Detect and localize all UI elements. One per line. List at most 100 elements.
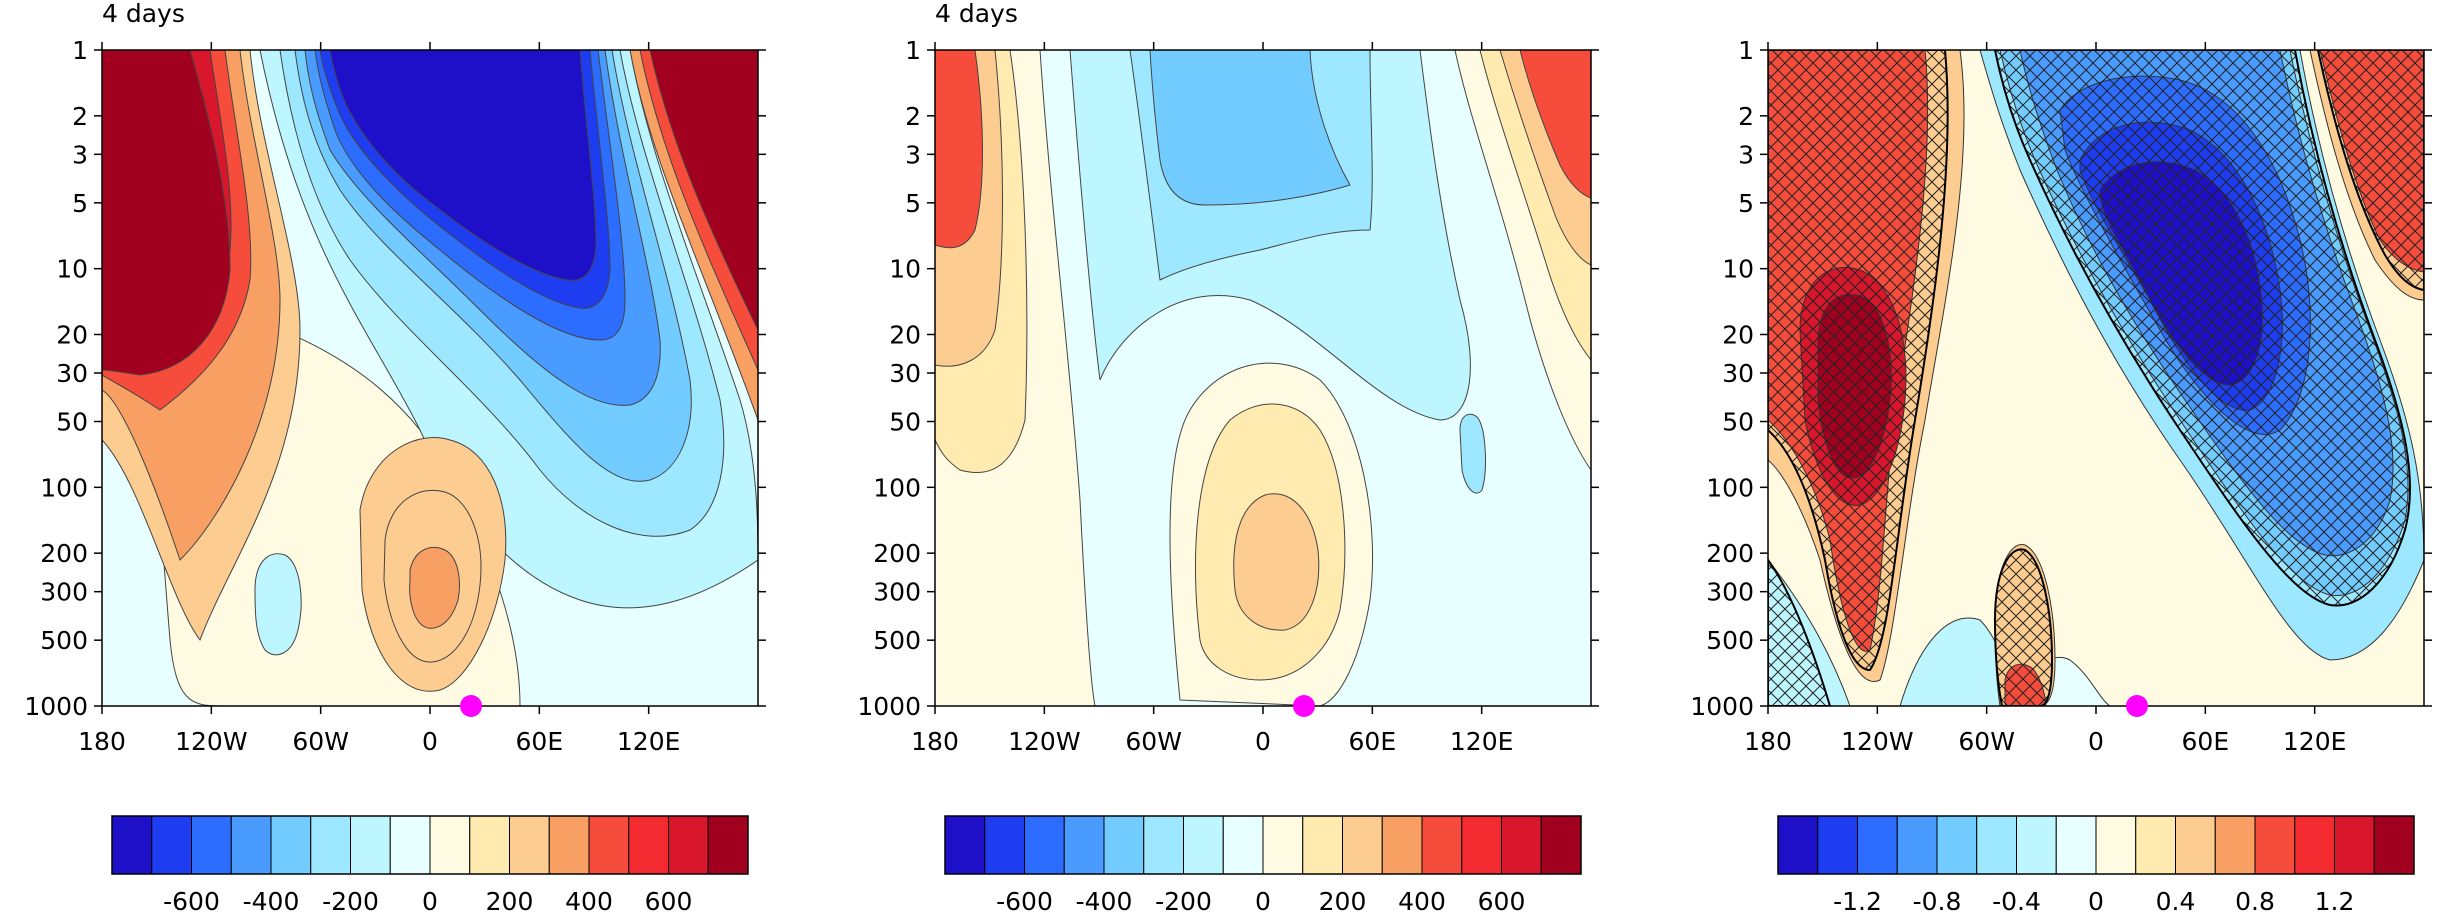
panel-2-y-axis: 1 2 3 5 10 20 30 50 100 200 300 500 1000 (857, 36, 1599, 721)
colorbar-swatch (1976, 815, 2017, 875)
colorbar-swatch (1501, 815, 1542, 875)
panel-3-colorbar: -1.2 -0.8 -0.4 0 0.4 0.8 1.2 (1777, 815, 2415, 916)
colorbar-swatch (1936, 815, 1978, 875)
colorbar-swatch (270, 815, 312, 875)
colorbar-swatch (350, 815, 391, 875)
panel-1-title: 4 days (102, 0, 185, 28)
y-tick-label: 30 (1722, 359, 1754, 388)
y-tick-label: 1 (1738, 36, 1754, 65)
y-tick-label: 5 (72, 189, 88, 218)
x-tick-label: 60W (1958, 727, 2015, 756)
y-tick-label: 10 (1722, 255, 1754, 284)
x-tick-label: 180 (911, 727, 959, 756)
colorbar-swatch (191, 815, 232, 875)
colorbar-swatch (548, 815, 590, 875)
x-tick-label: 120W (175, 727, 247, 756)
y-tick-label: 100 (873, 473, 921, 502)
colorbar-tick-label: 0.8 (2235, 887, 2275, 916)
colorbar-swatch (707, 815, 749, 875)
panel-2-field (935, 50, 1591, 706)
x-tick-label: 60E (516, 727, 564, 756)
colorbar-swatch (1103, 815, 1145, 875)
y-tick-label: 50 (1722, 408, 1754, 437)
panel-1: 4 days (24, 0, 766, 916)
y-tick-label: 1000 (857, 692, 921, 721)
panel-3-marker (2126, 695, 2148, 717)
colorbar-tick-label: 600 (645, 887, 693, 916)
colorbar-frame (111, 815, 749, 875)
colorbar-swatch (2135, 815, 2176, 875)
colorbar-swatch (1421, 815, 1463, 875)
y-tick-label: 30 (56, 359, 88, 388)
y-tick-label: 300 (40, 578, 88, 607)
colorbar-tick-label: 200 (486, 887, 534, 916)
colorbar-tick-label: -600 (996, 887, 1053, 916)
y-tick-label: 500 (1706, 626, 1754, 655)
colorbar-swatch (628, 815, 669, 875)
colorbar-swatch (944, 815, 986, 875)
panel-1-marker (460, 695, 482, 717)
panel-2-colorbar: -600 -400 -200 0 200 400 600 (944, 815, 1582, 916)
colorbar-swatch (1540, 815, 1582, 875)
colorbar-frame (1777, 815, 2415, 875)
y-tick-label: 20 (1722, 320, 1754, 349)
x-tick-label: 120E (2283, 727, 2347, 756)
x-tick-label: 120E (617, 727, 681, 756)
colorbar-swatch (2095, 815, 2137, 875)
colorbar-tick-label: 1.2 (2315, 887, 2355, 916)
panel-1-x-axis: 180 120W 60W 0 60E 120E (78, 42, 680, 756)
x-tick-label: 60E (1349, 727, 1397, 756)
colorbar-swatch (1896, 815, 1938, 875)
panel-1-colorbar: -600 -400 -200 0 200 400 600 (111, 815, 749, 916)
panel-3-y-axis: 1 2 3 5 10 20 30 50 100 200 300 500 1000 (1690, 36, 2432, 721)
y-tick-label: 2 (1738, 102, 1754, 131)
y-tick-label: 10 (889, 255, 921, 284)
y-tick-label: 5 (1738, 189, 1754, 218)
y-tick-label: 3 (1738, 140, 1754, 169)
colorbar-tick-label: 400 (1398, 887, 1446, 916)
colorbar-swatch (469, 815, 510, 875)
panel-3: 1 2 3 5 10 20 30 50 100 200 300 500 1000 180 120W 60W 0… (1690, 36, 2432, 916)
colorbar-swatch (509, 815, 550, 875)
panel-2-marker (1293, 695, 1315, 717)
colorbar-swatch (2254, 815, 2296, 875)
y-tick-label: 300 (873, 578, 921, 607)
colorbar-swatch (2214, 815, 2256, 875)
colorbar-tick-label: -400 (243, 887, 300, 916)
y-tick-label: 200 (40, 539, 88, 568)
colorbar-swatch (1817, 815, 1858, 875)
x-tick-label: 60W (292, 727, 349, 756)
panel-3-field (1768, 50, 2424, 706)
y-tick-label: 2 (905, 102, 921, 131)
y-tick-label: 20 (56, 320, 88, 349)
colorbar-tick-label: -600 (163, 887, 220, 916)
colorbar-swatch (310, 815, 351, 875)
colorbar-swatch (1143, 815, 1184, 875)
colorbar-swatch (1461, 815, 1502, 875)
x-tick-label: 60E (2182, 727, 2230, 756)
colorbar-swatch (2373, 815, 2415, 875)
colorbar-swatch (2016, 815, 2057, 875)
colorbar-tick-label: 400 (565, 887, 613, 916)
x-tick-label: 180 (1744, 727, 1792, 756)
colorbar-tick-label: 0 (2088, 887, 2104, 916)
x-tick-label: 120W (1841, 727, 1913, 756)
y-tick-label: 10 (56, 255, 88, 284)
y-tick-label: 3 (72, 140, 88, 169)
colorbar-tick-label: -0.4 (1992, 887, 2041, 916)
x-tick-label: 0 (1255, 727, 1271, 756)
colorbar-swatch (1302, 815, 1343, 875)
colorbar-tick-label: 600 (1478, 887, 1526, 916)
colorbar-tick-label: -200 (322, 887, 379, 916)
colorbar-swatch (151, 815, 192, 875)
y-tick-label: 200 (1706, 539, 1754, 568)
y-tick-label: 500 (873, 626, 921, 655)
colorbar-swatch (1024, 815, 1065, 875)
colorbar-swatch (1222, 815, 1264, 875)
y-tick-label: 5 (905, 189, 921, 218)
colorbar-swatch (1857, 815, 1898, 875)
colorbar-tick-label: -0.8 (1913, 887, 1962, 916)
y-tick-label: 1 (72, 36, 88, 65)
y-tick-label: 1000 (1690, 692, 1754, 721)
